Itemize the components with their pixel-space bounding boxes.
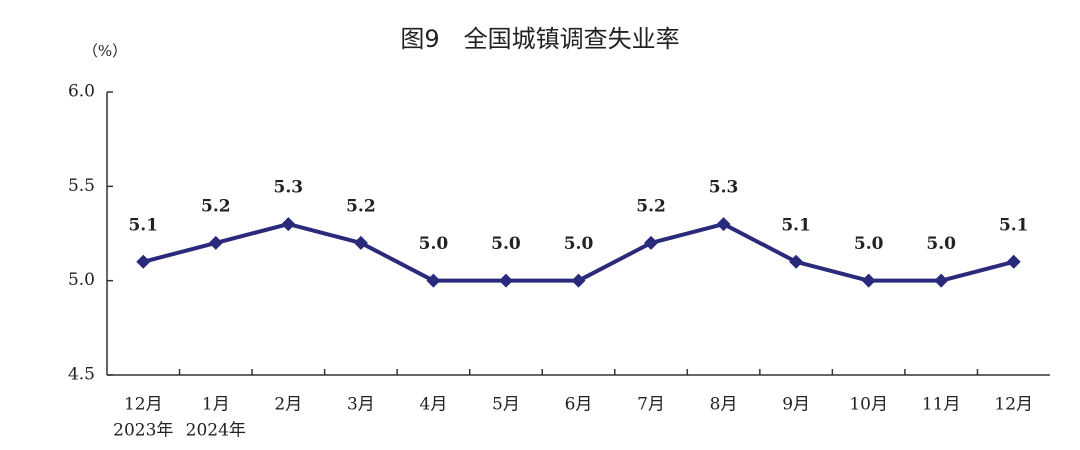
value-label: 5.0 (564, 234, 594, 254)
x-tick-label: 6月 (565, 395, 593, 415)
x-tick-label: 2月 (274, 395, 302, 415)
y-tick-label: 4.5 (68, 365, 95, 385)
marker (208, 235, 223, 250)
value-label: 5.1 (781, 215, 811, 235)
value-label: 5.3 (274, 178, 304, 198)
value-label: 5.2 (346, 196, 376, 216)
marker (716, 217, 731, 232)
marker (861, 273, 876, 288)
marker (1006, 254, 1021, 269)
marker (934, 273, 949, 288)
year-label: 2024年 (186, 421, 246, 441)
y-tick-label: 6.0 (68, 82, 95, 102)
y-tick-label: 5.5 (68, 176, 95, 196)
value-label: 5.2 (201, 196, 231, 216)
marker (644, 235, 659, 250)
marker (281, 217, 296, 232)
x-tick-label: 10月 (849, 395, 888, 415)
x-tick-label: 7月 (637, 395, 665, 415)
x-tick-label: 11月 (922, 395, 961, 415)
chart-title: 图9 全国城镇调查失业率 (400, 25, 679, 53)
x-tick-label: 8月 (710, 395, 738, 415)
value-label: 5.1 (128, 215, 158, 235)
value-label: 5.0 (419, 234, 449, 254)
y-unit: （%） (83, 42, 127, 60)
x-tick-label: 9月 (782, 395, 810, 415)
marker (789, 254, 804, 269)
value-label: 5.2 (636, 196, 666, 216)
x-tick-label: 5月 (492, 395, 520, 415)
value-label: 5.0 (854, 234, 884, 254)
marker (136, 254, 151, 269)
x-tick-label: 12月 (124, 395, 163, 415)
marker (426, 273, 441, 288)
x-tick-label: 3月 (347, 395, 375, 415)
marker (498, 273, 513, 288)
year-label: 2023年 (113, 421, 173, 441)
value-label: 5.0 (491, 234, 521, 254)
value-label: 5.3 (709, 178, 739, 198)
x-tick-label: 1月 (202, 395, 230, 415)
marker (571, 273, 586, 288)
value-label: 5.1 (999, 215, 1029, 235)
value-label: 5.0 (926, 234, 956, 254)
marker (353, 235, 368, 250)
x-tick-label: 4月 (420, 395, 448, 415)
y-tick-label: 5.0 (68, 270, 95, 290)
x-tick-label: 12月 (994, 395, 1033, 415)
